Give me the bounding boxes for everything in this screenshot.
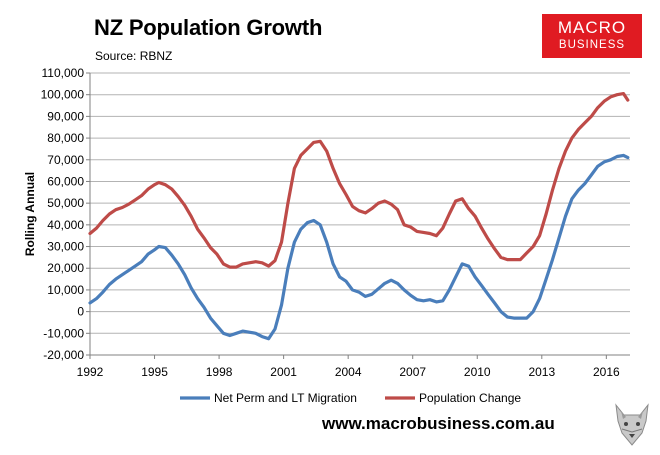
y-tick-label: 100,000 <box>41 88 85 102</box>
y-tick-label: 20,000 <box>47 261 84 275</box>
legend: Net Perm and LT Migration Population Chan… <box>180 391 521 405</box>
x-tick-label: 1992 <box>77 365 104 379</box>
y-tick-label: 110,000 <box>42 66 85 80</box>
legend-label: Population Change <box>419 391 521 405</box>
x-tick-label: 1995 <box>141 365 168 379</box>
x-tick-label: 2010 <box>464 365 491 379</box>
y-tick-label: 0 <box>77 305 84 319</box>
website-url: www.macrobusiness.com.au <box>322 414 555 433</box>
y-tick-label: -10,000 <box>43 326 84 340</box>
x-tick-label: 2007 <box>399 365 426 379</box>
x-tick-label: 2004 <box>335 365 362 379</box>
y-tick-label: 10,000 <box>47 283 84 297</box>
macrobusiness-logo: MACRO BUSINESS <box>542 14 642 58</box>
logo-line2: BUSINESS <box>558 39 626 51</box>
x-tick-label: 2016 <box>593 365 620 379</box>
x-tick-labels: 1992 1995 1998 2001 2004 2007 2010 2013 2016 <box>77 365 620 379</box>
y-tick-label: -20,000 <box>43 348 84 362</box>
x-tick-label: 1998 <box>206 365 233 379</box>
x-tick-label: 2001 <box>270 365 297 379</box>
y-tick-label: 70,000 <box>47 153 84 167</box>
wolf-head-icon <box>615 403 649 446</box>
y-tick-label: 50,000 <box>47 196 84 210</box>
legend-label: Net Perm and LT Migration <box>214 391 357 405</box>
grid-lines <box>90 72 630 356</box>
y-tick-label: 90,000 <box>47 109 84 123</box>
chart-title: NZ Population Growth <box>94 15 323 40</box>
y-tick-label: 60,000 <box>47 174 84 188</box>
axes <box>86 72 630 359</box>
y-tick-label: 40,000 <box>47 218 84 232</box>
chart-source: Source: RBNZ <box>95 49 173 63</box>
y-tick-label: 30,000 <box>47 240 84 254</box>
y-axis-label: Rolling Annual <box>23 172 37 256</box>
y-tick-labels: -20,000 -10,000 0 10,000 20,000 30,000 40,000 5… <box>41 66 85 362</box>
population-series-line <box>88 91 630 269</box>
migration-series-line <box>88 153 630 341</box>
series-lines <box>88 91 630 341</box>
x-tick-label: 2013 <box>528 365 555 379</box>
logo-line1: MACRO <box>557 18 627 37</box>
y-tick-label: 80,000 <box>47 131 84 145</box>
